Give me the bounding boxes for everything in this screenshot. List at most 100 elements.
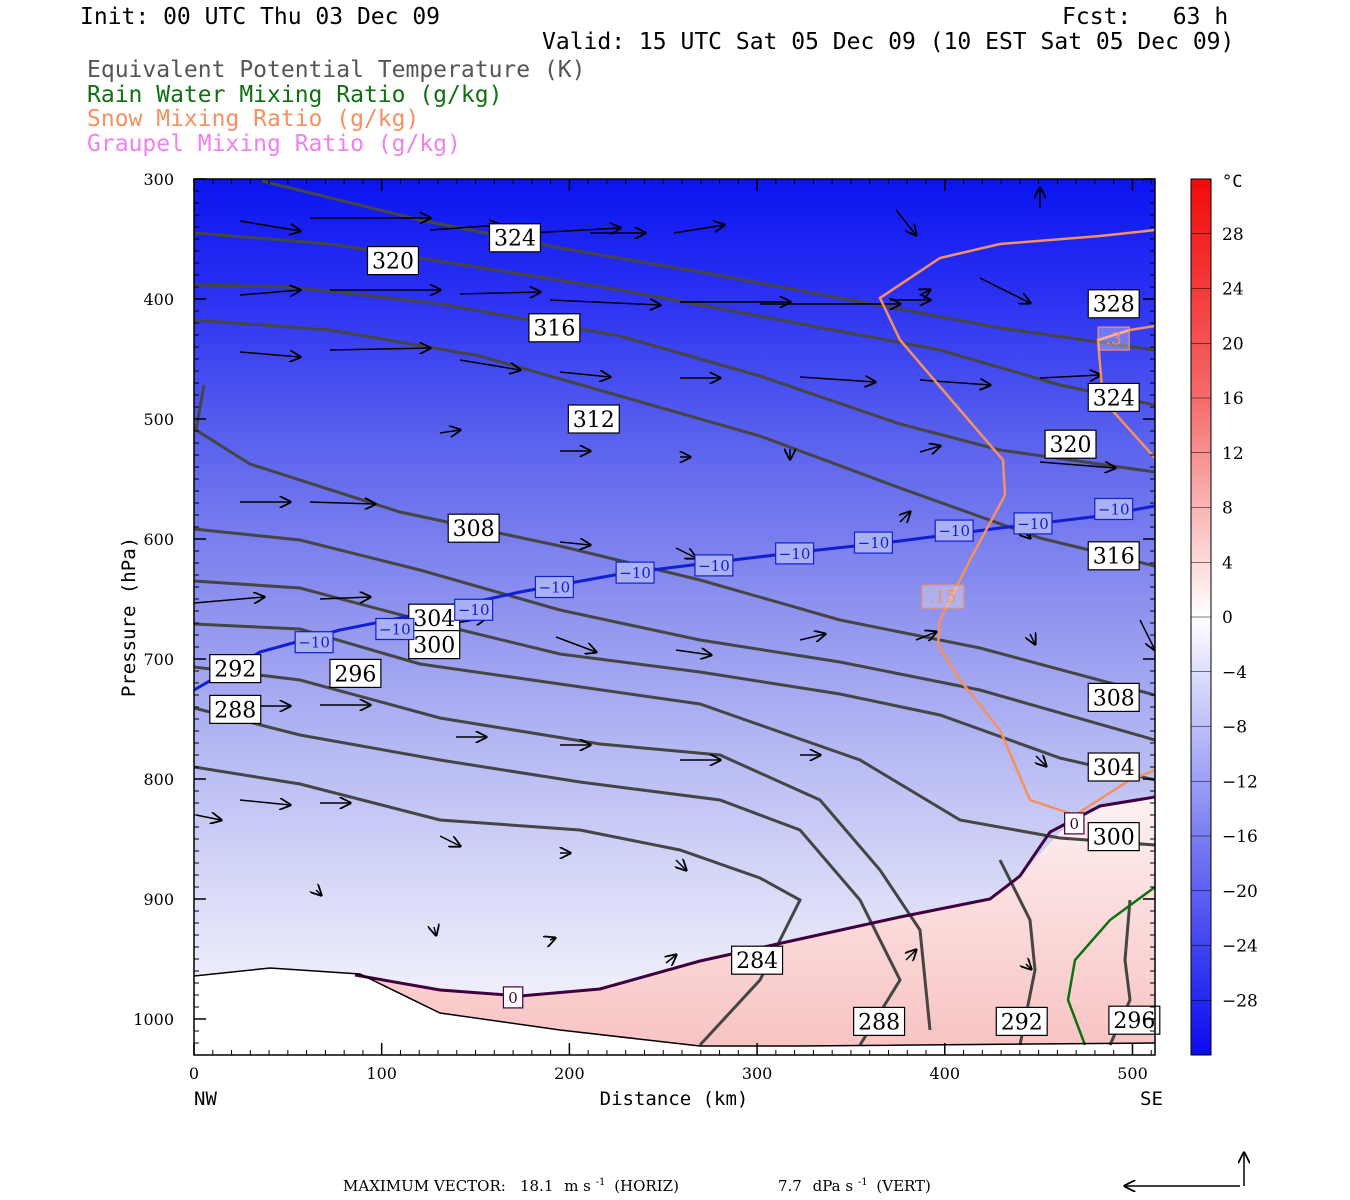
rain-water-contour — [1066, 885, 1155, 1046]
colorbar-label: 28 — [1222, 225, 1244, 245]
theta-e-label: 316 — [1093, 545, 1135, 570]
isotherm-label: −10 — [1017, 515, 1049, 533]
wind-vector — [194, 597, 264, 603]
theta-e-label: 292 — [1001, 1010, 1043, 1035]
legend-graupel: Graupel Mixing Ratio (g/kg) — [87, 131, 461, 157]
wind-vector — [550, 938, 555, 940]
colorbar-label: −4 — [1222, 663, 1247, 683]
wind-vector — [1036, 756, 1046, 766]
wind-vector — [675, 547, 696, 558]
theta-e-label-box — [488, 223, 542, 253]
wind-vector — [529, 228, 620, 233]
colorbar-label: −24 — [1222, 937, 1258, 957]
footer-vector-key: MAXIMUM VECTOR: 18.1 m s -1 (HORIZ) 7.7 … — [343, 1153, 1244, 1195]
isotherm-label: −10 — [938, 522, 970, 540]
isotherm-label-box — [534, 575, 574, 599]
isotherm-zero-label-box — [502, 986, 524, 1009]
colorbar-label: 16 — [1222, 389, 1244, 409]
isotherm-label-box — [454, 598, 494, 621]
vert-value: 7.7 — [778, 1177, 802, 1195]
y-tick-label: 400 — [143, 290, 174, 309]
wind-vector — [673, 225, 724, 234]
wind-vector — [316, 890, 321, 895]
theta-e-label: 296 — [334, 662, 376, 687]
isotherm-label: −10 — [1098, 500, 1130, 518]
x-end-label-left: NW — [194, 1088, 217, 1110]
y-tick-label: 300 — [143, 170, 174, 189]
isotherm-label: −10 — [858, 534, 890, 552]
theta-e-contour — [194, 622, 1155, 847]
wind-vector — [459, 292, 540, 294]
theta-e-label: 316 — [533, 317, 575, 342]
colorbar-unit: °C — [1222, 172, 1242, 192]
theta-e-label-box — [1087, 382, 1140, 412]
x-axis: 0 100 200 300 400 500 — [189, 179, 1152, 1083]
x-tick-label: 300 — [742, 1064, 773, 1083]
colorbar-label: 20 — [1222, 334, 1244, 354]
vert-unit: dPa s — [813, 1177, 853, 1195]
colorbar-label: −8 — [1222, 718, 1247, 738]
theta-e-label: 312 — [573, 408, 615, 433]
theta-e-label-box — [209, 653, 262, 684]
legend-snow: Snow Mixing Ratio (g/kg) — [87, 106, 420, 132]
isotherm-label-box — [694, 554, 734, 577]
wind-vector — [1030, 634, 1035, 644]
colorbar-label: −16 — [1222, 827, 1258, 847]
wind-vector — [1139, 619, 1155, 650]
isotherm-label-box — [294, 631, 334, 654]
theta-e-label: 300 — [413, 634, 455, 659]
wind-vector — [915, 632, 936, 640]
theta-e-label: 324 — [1093, 386, 1135, 411]
terrain-outline — [194, 967, 1155, 1047]
wind-vector — [239, 290, 300, 295]
horiz-value: 18.1 — [520, 1177, 553, 1195]
theta-e-label: 308 — [453, 517, 495, 542]
theta-e-label-box — [731, 945, 784, 975]
isotherm-zero-label: 0 — [508, 989, 518, 1007]
wind-vector — [920, 290, 930, 295]
theta-e-contour — [194, 283, 1155, 474]
x-tick-label: 200 — [554, 1064, 585, 1083]
y-tick-label: 1000 — [133, 1010, 174, 1029]
x-axis-label: Distance (km) — [600, 1088, 749, 1110]
vert-vector-text: 7.7 dPa s -1 (VERT) — [778, 1171, 931, 1195]
theta-e-label: 284 — [736, 949, 778, 974]
theta-e-label: 304 — [1093, 756, 1135, 781]
x-tick-label: 0 — [189, 1064, 199, 1083]
wind-vectors — [194, 188, 1155, 969]
theta-e-label-box — [528, 313, 581, 343]
wind-vector — [799, 377, 875, 382]
wind-vector — [1026, 964, 1031, 969]
isotherm-label: −10 — [539, 578, 571, 596]
theta-e-contour — [194, 706, 902, 1046]
y-tick-label: 600 — [143, 530, 174, 549]
x-end-label-right: SE — [1140, 1088, 1163, 1110]
isotherm-label: −10 — [458, 601, 490, 619]
horiz-tag: (HORIZ) — [614, 1177, 679, 1195]
max-vector-label: MAXIMUM VECTOR: — [343, 1177, 506, 1195]
wind-vector — [559, 372, 610, 377]
isotherm-label: −10 — [619, 564, 651, 582]
theta-e-label: 320 — [1050, 433, 1092, 458]
theta-e-label: 288 — [858, 1010, 900, 1035]
theta-e-label: 292 — [214, 658, 256, 683]
isotherm-label-box — [1094, 497, 1134, 521]
colorbar-label: 4 — [1222, 553, 1233, 573]
theta-e-label-box — [1087, 541, 1140, 571]
wind-vector — [195, 815, 221, 820]
wind-vector — [1039, 462, 1115, 468]
x-tick-label: 100 — [366, 1064, 397, 1083]
wind-vector — [439, 835, 460, 846]
wind-vector — [439, 430, 460, 433]
theta-e-label: 308 — [1093, 686, 1135, 711]
wind-vector — [559, 542, 590, 545]
terrain-mask — [194, 968, 1155, 1055]
wind-vector — [979, 277, 1030, 303]
colorbar-label: −20 — [1222, 882, 1258, 902]
isotherm-label: −10 — [779, 545, 811, 563]
isotherm-label: −10 — [379, 620, 411, 638]
isotherm-label-box — [375, 617, 415, 641]
y-tick-label: 700 — [143, 650, 174, 669]
horiz-vector-text: 18.1 m s -1 (HORIZ) — [520, 1171, 679, 1195]
vert-tag: (VERT) — [876, 1177, 931, 1195]
